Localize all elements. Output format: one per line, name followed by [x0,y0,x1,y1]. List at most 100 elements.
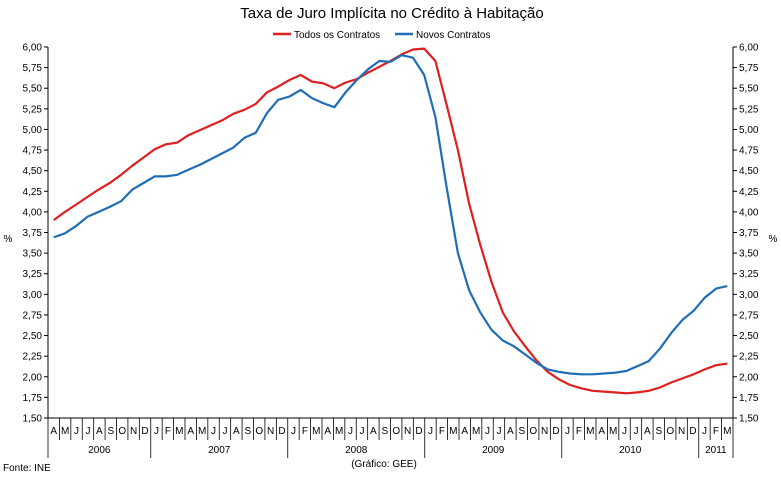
x-month-label: J [633,426,638,437]
x-year-label: 2006 [88,445,111,456]
series-line-todos-os-contratos [53,47,728,395]
y-tick-label-left: 4,50 [23,166,43,177]
x-month-label: N [678,426,685,437]
legend-item-novos-contratos-label: Novos Contratos [416,30,490,41]
x-month-label: S [244,426,251,437]
y-tick-label-right: 5,50 [739,84,759,95]
y-tick-label-left: 2,25 [23,352,43,363]
y-tick-label-left: 3,00 [23,290,43,301]
x-month-label: O [118,426,126,437]
y-axis-label-left: % [4,234,13,245]
x-month-label: N [404,426,411,437]
y-tick-label-right: 3,25 [739,269,759,280]
x-month-label: A [96,426,103,437]
x-month-label: J [702,426,707,437]
y-tick-label-right: 1,50 [739,414,759,425]
x-month-label: J [291,426,296,437]
y-tick-label-right: 2,75 [739,310,759,321]
x-month-label: J [485,426,490,437]
x-month-label: M [472,426,480,437]
y-tick-label-right: 4,00 [739,207,759,218]
x-month-label: A [50,426,57,437]
x-month-label: A [644,426,651,437]
x-month-label: S [381,426,388,437]
y-tick-label-left: 4,25 [23,187,43,198]
x-month-label: J [74,426,79,437]
x-month-label: O [529,426,537,437]
y-tick-label-left: 6,00 [23,43,43,54]
x-month-label: J [211,426,216,437]
x-month-label: J [565,426,570,437]
x-month-label: D [552,426,559,437]
x-month-label: D [278,426,285,437]
legend-item-todos-os-contratos-label: Todos os Contratos [294,30,380,41]
x-month-label: M [723,426,731,437]
y-tick-label-right: 6,00 [739,43,759,54]
y-tick-label-left: 2,50 [23,331,43,342]
x-month-label: D [141,426,148,437]
x-month-label: O [255,426,263,437]
x-month-label: J [154,426,159,437]
y-tick-label-left: 4,00 [23,207,43,218]
y-tick-label-right: 5,75 [739,63,759,74]
x-month-label: F [439,426,445,437]
x-month-label: A [233,426,240,437]
x-month-label: J [85,426,90,437]
y-tick-label-left: 3,50 [23,249,43,260]
y-tick-label-left: 1,75 [23,393,43,404]
y-tick-label-right: 2,50 [739,331,759,342]
series-line-novos-contratos [53,54,728,376]
x-month-label: M [335,426,343,437]
x-month-label: N [130,426,137,437]
x-month-label: A [598,426,605,437]
x-month-label: J [359,426,364,437]
y-tick-label-right: 2,25 [739,352,759,363]
y-tick-label-left: 3,75 [23,228,43,239]
x-month-label: F [165,426,171,437]
y-tick-label-right: 4,50 [739,166,759,177]
x-month-label: N [541,426,548,437]
x-month-label: J [222,426,227,437]
y-tick-label-left: 4,75 [23,146,43,157]
y-tick-label-left: 2,75 [23,310,43,321]
x-month-label: O [666,426,674,437]
x-year-label: 2009 [482,445,505,456]
x-year-label: 2010 [619,445,642,456]
y-tick-label-right: 3,50 [739,249,759,260]
y-tick-label-left: 2,00 [23,372,43,383]
y-tick-label-left: 5,50 [23,84,43,95]
x-month-label: M [198,426,206,437]
x-month-label: J [496,426,501,437]
x-year-label: 2007 [208,445,231,456]
y-tick-label-left: 1,50 [23,414,43,425]
x-month-label: S [655,426,662,437]
x-month-label: M [61,426,69,437]
x-month-label: M [175,426,183,437]
x-month-label: A [324,426,331,437]
x-month-label: J [348,426,353,437]
y-tick-label-right: 4,75 [739,146,759,157]
x-month-label: J [622,426,627,437]
y-axis-label-right: % [769,234,778,245]
x-month-label: A [461,426,468,437]
y-tick-label-left: 5,00 [23,125,43,136]
y-tick-label-right: 5,00 [739,125,759,136]
y-tick-label-right: 3,00 [739,290,759,301]
x-month-label: J [428,426,433,437]
x-month-label: S [518,426,525,437]
y-tick-label-right: 3,75 [739,228,759,239]
x-year-label: 2011 [705,445,727,456]
x-month-label: A [370,426,377,437]
x-month-label: F [713,426,719,437]
series-lines [53,47,728,395]
source-note: Fonte: INE [3,463,51,474]
legend: Todos os Contratos Novos Contratos [273,30,490,41]
y-tick-label-left: 3,25 [23,269,43,280]
x-month-label: M [449,426,457,437]
x-month-label: S [107,426,114,437]
x-month-label: N [267,426,274,437]
x-month-label: D [415,426,422,437]
x-month-label: M [609,426,617,437]
